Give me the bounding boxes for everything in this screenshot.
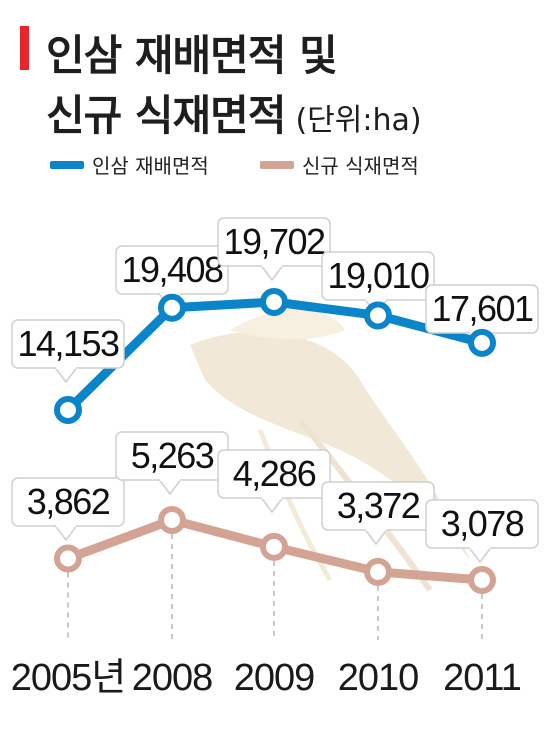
data-label-callout: 17,601 bbox=[425, 284, 539, 349]
data-label: 19,702 bbox=[223, 221, 325, 262]
legend-swatch-series1 bbox=[50, 160, 84, 169]
data-label-callout: 19,408 bbox=[115, 245, 229, 310]
legend-label-series2: 신규 식재면적 bbox=[302, 154, 419, 178]
data-label-callout: 19,010 bbox=[321, 251, 435, 316]
data-label: 19,408 bbox=[121, 249, 223, 290]
data-label-callout: 3,372 bbox=[321, 481, 435, 546]
data-point bbox=[260, 288, 288, 316]
data-label-callout: 5,263 bbox=[115, 431, 229, 496]
title-accent-bar bbox=[20, 26, 29, 70]
chart-title-line2-text: 신규 식재면적 bbox=[46, 91, 286, 140]
data-point bbox=[468, 328, 496, 357]
data-point bbox=[158, 506, 186, 534]
data-label: 3,372 bbox=[337, 485, 420, 526]
data-label: 5,263 bbox=[131, 435, 214, 476]
chart-title-line2: 신규 식재면적 (단위:ha) bbox=[46, 82, 422, 143]
unit-label: (단위:ha) bbox=[295, 103, 422, 138]
data-label: 4,286 bbox=[233, 453, 316, 494]
data-point bbox=[364, 557, 392, 586]
data-label-callout: 19,702 bbox=[217, 217, 331, 282]
data-point bbox=[260, 532, 288, 561]
data-point bbox=[364, 301, 392, 330]
x-tick-label: 2010 bbox=[338, 657, 419, 699]
data-label: 19,010 bbox=[327, 255, 429, 296]
data-point bbox=[54, 544, 82, 573]
data-label: 3,862 bbox=[27, 481, 110, 522]
data-point bbox=[158, 293, 186, 322]
legend-item-series2: 신규 식재면적 bbox=[260, 150, 419, 179]
data-point bbox=[468, 566, 496, 594]
legend-label-series1: 인삼 재배면적 bbox=[92, 154, 209, 178]
x-tick-label: 2009 bbox=[234, 657, 315, 699]
ginseng-illustration bbox=[190, 309, 470, 592]
data-label: 3,078 bbox=[441, 503, 524, 544]
chart-title-line1: 인삼 재배면적 및 bbox=[46, 31, 338, 80]
x-tick-label: 2008 bbox=[132, 657, 213, 699]
data-label-callout: 4,286 bbox=[217, 449, 331, 514]
data-label-callout: 3,078 bbox=[425, 499, 539, 564]
data-point bbox=[54, 396, 82, 424]
data-label-callout: 3,862 bbox=[11, 477, 125, 542]
data-label: 14,153 bbox=[17, 323, 119, 364]
data-label: 17,601 bbox=[431, 288, 533, 329]
x-tick-label: 2011 bbox=[443, 657, 521, 699]
x-tick-label: 2005년 bbox=[11, 657, 126, 699]
legend-item-series1: 인삼 재배면적 bbox=[50, 150, 209, 179]
data-label-callout: 14,153 bbox=[11, 319, 125, 384]
legend-swatch-series2 bbox=[260, 160, 294, 169]
